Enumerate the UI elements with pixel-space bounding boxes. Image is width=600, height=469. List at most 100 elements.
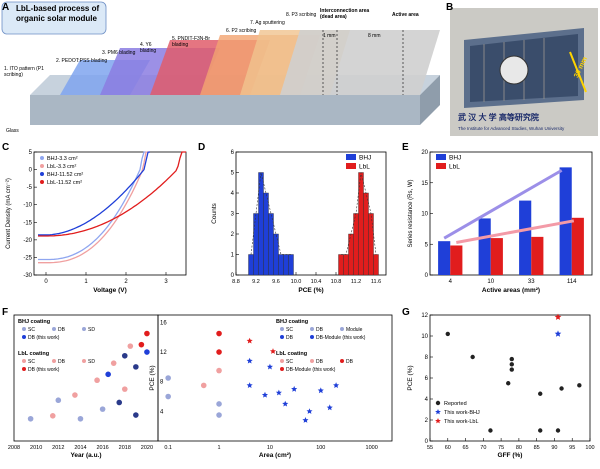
y-tick-label: -10	[23, 203, 32, 209]
x-tick-label: 2	[124, 279, 128, 285]
y-tick-label: 0	[231, 273, 235, 279]
histogram-bar	[358, 172, 364, 276]
area-tick-label: 10	[267, 445, 273, 451]
y-tick-label: 5	[231, 171, 235, 177]
histogram-bar	[343, 254, 349, 276]
module-star	[266, 363, 273, 370]
module-star	[270, 348, 276, 354]
y-tick-label: 5	[425, 242, 429, 248]
x-tick-label: 80	[516, 445, 522, 451]
x-tick-label: 75	[498, 445, 504, 451]
x-tick-label: 8.8	[232, 279, 240, 285]
histogram-bar	[368, 213, 374, 276]
resistance-bar	[571, 217, 584, 275]
y-tick-label: 2	[425, 418, 429, 424]
legend-marker	[52, 359, 56, 363]
year-point	[94, 377, 100, 384]
module-star	[302, 417, 309, 423]
jv-curve	[38, 151, 146, 261]
legend-marker	[40, 156, 44, 160]
area-point	[216, 330, 222, 337]
year-tick-label: 2020	[141, 445, 153, 451]
legend-label: SD	[88, 359, 95, 365]
resistance-bar	[531, 236, 544, 275]
legend-marker	[435, 400, 441, 406]
legend-label: DB	[316, 327, 324, 333]
this-work-bhj-star	[554, 330, 562, 337]
year-point	[77, 415, 84, 422]
legend-marker	[280, 359, 284, 363]
y-tick-label: -15	[23, 220, 32, 226]
reported-point	[559, 386, 564, 391]
legend-title: BHJ coating	[18, 319, 50, 325]
histogram-bar	[278, 254, 284, 276]
area-point	[165, 393, 171, 400]
legend-label: LbL-3.3 cm²	[47, 164, 77, 170]
histogram-bar	[263, 192, 269, 276]
histogram-bar	[253, 213, 259, 276]
x-axis-label: Voltage (V)	[93, 287, 126, 294]
x-tick-label: 4	[449, 279, 453, 285]
legend-marker	[340, 359, 344, 363]
panel-a-schematic: A LbL-based process of organic solar mod…	[0, 0, 440, 140]
legend-marker	[82, 359, 86, 363]
year-point	[133, 412, 139, 418]
step-2-label: 2. PEDOT:PSS blading	[56, 58, 108, 64]
legend-swatch	[346, 154, 356, 160]
step-5-label: 5. PNDIT-F3N-Br blading	[172, 36, 211, 48]
y-tick-label: 4	[425, 397, 429, 403]
area-point	[216, 349, 222, 355]
panel-d: D 8.8 9.2 9.6 10.0 10.4 10.8 11.2 11.6 0 1 2 3 4 5 6 PC…	[196, 140, 400, 305]
y-tick-label: 8	[425, 355, 429, 361]
step-7-label: 7. Ag sputtering	[250, 20, 285, 26]
y-tick-label: 1	[231, 253, 235, 259]
resistance-bar	[450, 245, 463, 275]
legend-marker	[435, 418, 441, 424]
year-point	[121, 352, 128, 359]
year-tick-label: 2018	[119, 445, 131, 451]
year-point	[116, 399, 123, 406]
active-area-label: Active area	[392, 12, 419, 18]
this-work-lbl-star	[554, 313, 562, 320]
module-star	[275, 389, 282, 396]
reported-point	[470, 354, 475, 360]
year-point	[105, 371, 111, 378]
reported-point	[577, 383, 582, 388]
y-tick-label: 4	[160, 409, 164, 415]
panel-e-letter: E	[402, 142, 409, 153]
y-tick-label: 6	[425, 376, 429, 382]
y-tick-label: 12	[421, 313, 428, 319]
x-tick-label: 1	[84, 279, 88, 285]
legend-label: DB	[346, 359, 354, 365]
panel-a-letter: A	[2, 2, 10, 13]
module-star	[326, 404, 333, 411]
reported-point	[538, 391, 543, 396]
legend-marker	[280, 335, 284, 339]
pce-comparison-chart: 2008 2010 2012 2014 2016 2018 2020 Year (a.u.) 0…	[8, 314, 393, 459]
reported-point	[555, 428, 561, 433]
legend-marker	[52, 327, 56, 331]
y-tick-label: 4	[231, 191, 235, 197]
y-tick-label: 5	[29, 150, 33, 156]
reported-point	[506, 381, 511, 386]
legend-title: LbL coating	[18, 351, 49, 357]
step-8-label: 8. P3 scribing	[286, 12, 317, 18]
year-point	[144, 330, 150, 337]
y-axis-label: Series resistance (Rs, W)	[408, 179, 414, 247]
legend-marker	[340, 327, 344, 331]
reported-point	[509, 356, 514, 362]
reported-point	[509, 367, 514, 372]
legend-marker	[22, 327, 26, 331]
histogram-bar	[348, 233, 354, 276]
legend-marker	[310, 327, 314, 331]
area-axis-label: Area (cm²)	[259, 452, 291, 459]
reported-point	[509, 362, 514, 367]
year-point	[110, 360, 117, 366]
x-tick-label: 100	[585, 445, 594, 451]
legend-label: SC	[28, 359, 35, 365]
y-tick-label: 10	[421, 334, 428, 340]
legend-label: LbL	[359, 164, 370, 171]
panel-c: C 0 1 2 3 -30 -25 -20 -15 -10 -5 0 5 Voltage (V) Curr…	[0, 140, 196, 305]
year-point	[138, 341, 145, 348]
legend-label: Module	[346, 327, 363, 333]
